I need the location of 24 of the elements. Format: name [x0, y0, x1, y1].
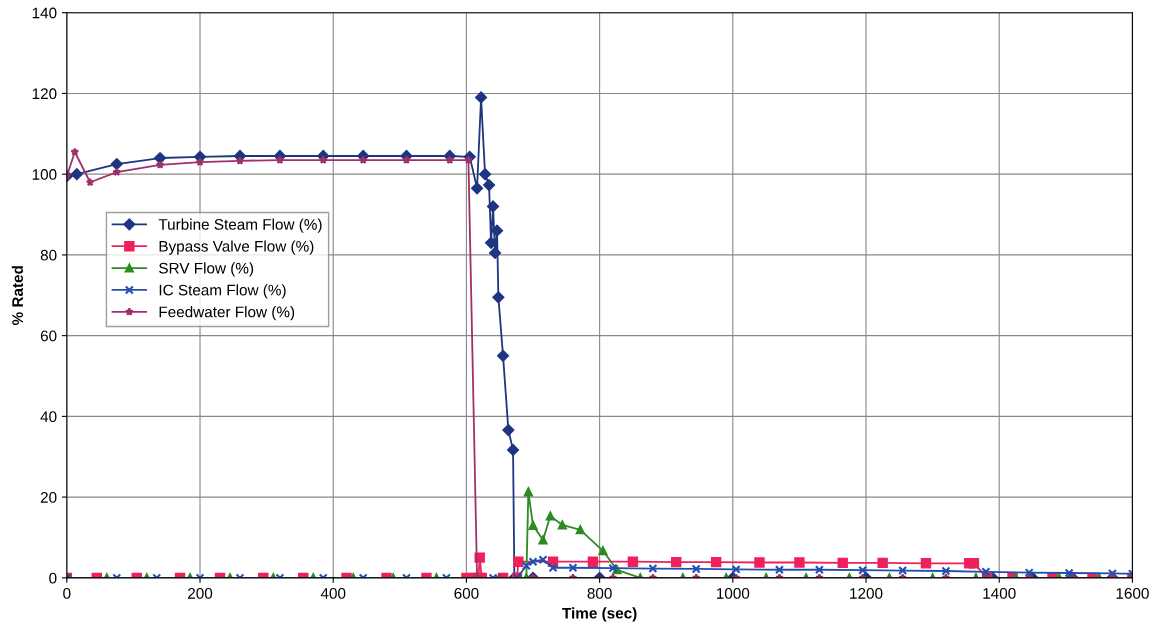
legend-label: IC Steam Flow (%)	[159, 284, 286, 299]
x-tick-label: 200	[188, 587, 213, 599]
x-tick-label: 1400	[983, 587, 1016, 599]
y-tick-label: 80	[40, 249, 57, 261]
x-tick-label: 1200	[850, 587, 883, 599]
y-tick-label: 60	[40, 330, 57, 342]
x-tick-label: 600	[454, 587, 479, 599]
legend-label: Turbine Steam Flow (%)	[158, 218, 322, 233]
legend-label: SRV Flow (%)	[159, 262, 254, 277]
x-tick-label: 0	[63, 587, 71, 599]
y-axis-title: % Rated	[11, 266, 24, 326]
x-tick-label: 1000	[716, 587, 750, 599]
y-tick-label: 40	[40, 411, 57, 423]
y-tick-label: 120	[32, 88, 57, 100]
x-tick-label: 1600	[1116, 587, 1149, 599]
legend-label: Bypass Valve Flow (%)	[159, 240, 314, 255]
y-tick-label: 20	[40, 491, 57, 503]
legend-label: Feedwater Flow (%)	[159, 306, 295, 321]
x-tick-label: 800	[587, 587, 612, 599]
x-axis-title: Time (sec)	[562, 607, 637, 622]
y-tick-label: 140	[32, 7, 57, 19]
y-tick-label: 0	[49, 572, 57, 584]
y-tick-label: 100	[32, 169, 57, 180]
x-tick-label: 400	[320, 587, 346, 599]
